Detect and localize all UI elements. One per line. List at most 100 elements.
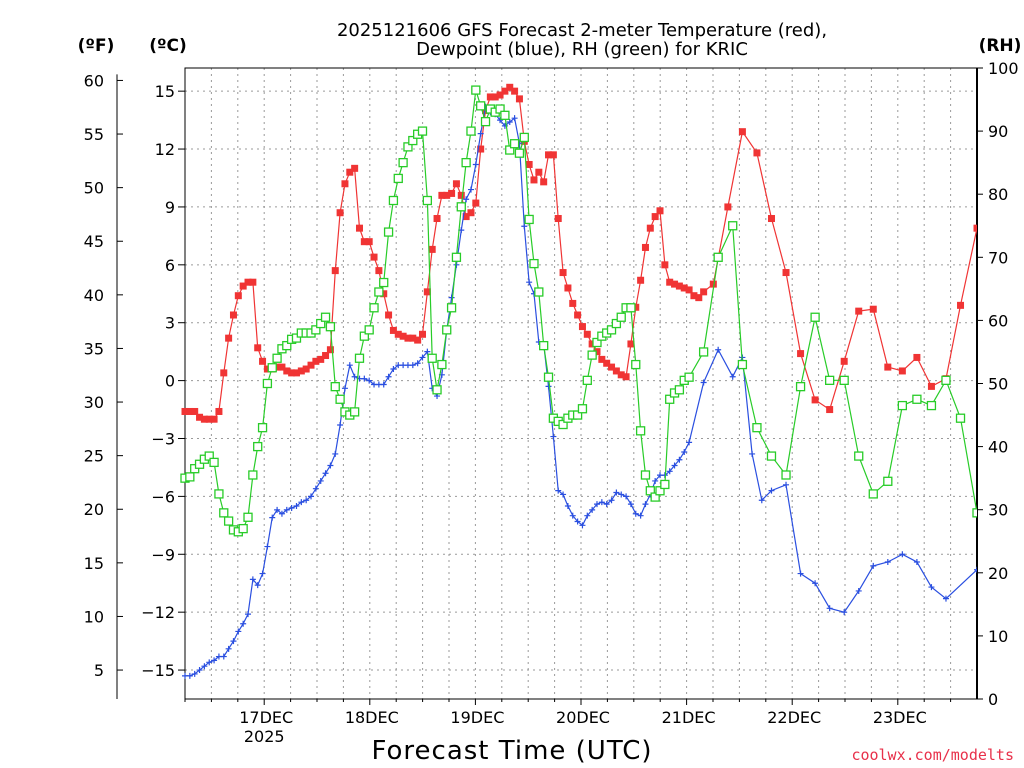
rh-point	[185, 472, 195, 482]
rh-point	[660, 479, 670, 490]
rh-point	[611, 318, 622, 329]
temperature-point	[898, 367, 906, 375]
rh-point	[810, 312, 820, 322]
temperature-point	[452, 180, 460, 188]
rh-tick-label: 90	[988, 122, 1008, 141]
temperature-point	[622, 373, 630, 381]
dewpoint-point	[623, 493, 630, 500]
dewpoint-point	[579, 522, 586, 529]
dewpoint-point	[186, 672, 193, 679]
rh-point	[359, 331, 369, 341]
rh-point	[635, 426, 646, 436]
temperature-point	[675, 282, 683, 290]
dewpoint-point	[884, 558, 891, 565]
dewpoint-point	[812, 580, 819, 587]
dewpoint-point	[942, 595, 949, 602]
rh-point	[713, 252, 723, 262]
celsius-tick-label: 3	[165, 314, 175, 333]
temperature-point	[302, 365, 310, 373]
dewpoint-point	[598, 499, 605, 506]
rh-point	[897, 400, 908, 411]
dewpoint-point	[642, 501, 649, 508]
dewpoint-point	[424, 348, 431, 355]
dewpoint-point	[913, 558, 920, 565]
fahrenheit-tick-label: 35	[84, 339, 104, 358]
temperature-point	[239, 282, 247, 290]
dewpoint-point	[758, 497, 765, 504]
temperature-point	[215, 407, 223, 415]
dewpoint-point	[341, 385, 348, 392]
unit-label-fahrenheit: (ºF)	[78, 36, 115, 56]
dewpoint-point	[681, 449, 688, 456]
rh-point	[495, 104, 505, 114]
temperature-point	[913, 353, 921, 361]
rh-point	[442, 325, 452, 335]
dewpoint-point	[652, 477, 659, 484]
rh-point	[393, 173, 403, 184]
dewpoint-point	[467, 186, 474, 193]
temperature-point	[700, 288, 708, 296]
temperature-point	[782, 269, 790, 277]
rh-point	[267, 363, 277, 373]
rh-point	[456, 202, 466, 212]
rh-point	[369, 303, 379, 313]
rh-point	[626, 303, 636, 313]
dewpoint-point	[928, 584, 935, 591]
dewpoint-point	[259, 570, 266, 577]
fahrenheit-tick-label: 15	[84, 554, 104, 573]
dewpoint-point	[627, 501, 634, 508]
x-tick-label: 19DEC	[450, 708, 504, 727]
rh-point	[291, 333, 302, 343]
rh-point	[509, 139, 520, 149]
rh-point	[427, 353, 437, 363]
temperature-point	[394, 330, 402, 338]
dewpoint-point	[225, 645, 232, 652]
dewpoint-point	[671, 462, 678, 469]
temperature-point	[525, 160, 533, 168]
temperature-point	[574, 311, 582, 319]
celsius-tick-label: 15	[155, 82, 175, 101]
rh-point	[383, 227, 394, 237]
dewpoint-point	[211, 657, 218, 664]
temperature-point	[419, 330, 427, 338]
rh-tick-label: 20	[988, 564, 1008, 583]
temperature-point	[292, 369, 300, 377]
series-dewpoint	[182, 103, 977, 679]
temperature-point	[840, 357, 848, 365]
dewpoint-point	[351, 373, 358, 380]
celsius-tick-label: −9	[151, 545, 175, 564]
celsius-tick-label: 0	[165, 372, 175, 391]
temperature-point	[738, 128, 746, 136]
dewpoint-point	[608, 497, 615, 504]
x-tick-label: 22DEC	[767, 708, 821, 727]
rh-point	[883, 476, 893, 486]
rh-point	[335, 394, 345, 404]
temperature-point	[491, 93, 499, 101]
dewpoint-point	[526, 279, 533, 286]
rh-point	[194, 459, 205, 469]
temperature-point	[724, 203, 732, 211]
temperature-point	[225, 334, 233, 342]
rh-point	[728, 221, 738, 231]
temperature-point	[578, 323, 586, 331]
temperature-point	[477, 145, 485, 153]
temperature-point	[973, 224, 977, 232]
dewpoint-point	[366, 377, 373, 384]
temperature-point	[540, 178, 548, 186]
dewpoint-point	[409, 362, 416, 369]
temperature-point	[666, 278, 674, 286]
temperature-point	[278, 363, 286, 371]
temperature-point	[530, 176, 538, 184]
temperature-point	[637, 276, 645, 284]
temperature-point	[603, 359, 611, 367]
temperature-point	[196, 413, 204, 421]
temperature-point	[186, 407, 194, 415]
dewpoint-point	[783, 481, 790, 488]
rh-point	[505, 145, 515, 155]
rh-point	[364, 325, 374, 335]
rh-point	[558, 419, 568, 430]
temperature-point	[462, 213, 470, 221]
x-tick-sublabel: 2025	[244, 727, 285, 746]
temperature-point	[957, 301, 965, 309]
